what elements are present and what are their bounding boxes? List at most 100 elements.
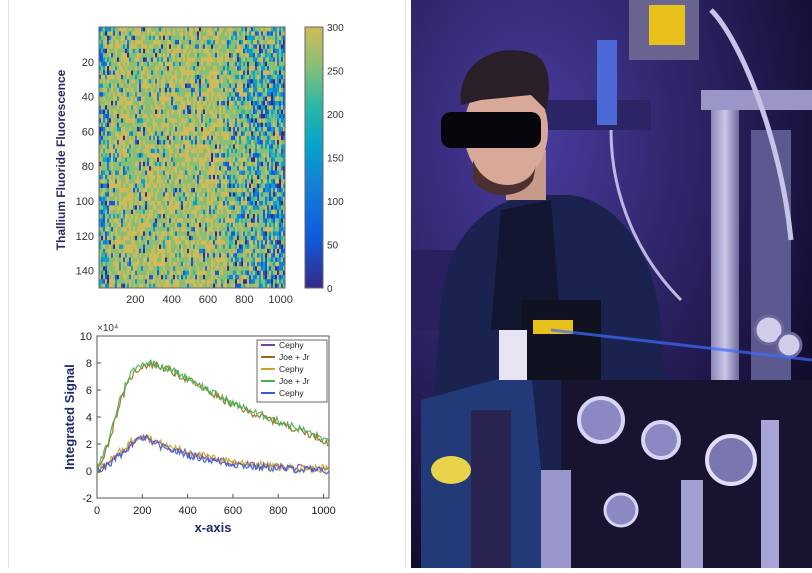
heatmap-cell	[155, 166, 158, 171]
heatmap-cell	[131, 114, 134, 119]
heatmap-cell	[159, 270, 162, 276]
heatmap-cell	[181, 161, 184, 167]
heatmap-cell	[225, 231, 228, 237]
heatmap-cell	[235, 253, 238, 258]
heatmap-cell	[217, 266, 220, 271]
heatmap-cell	[233, 122, 236, 128]
heatmap-cell	[253, 83, 256, 89]
heatmap-cell	[107, 235, 110, 241]
heatmap-cell	[233, 240, 236, 245]
heatmap-cell	[227, 35, 230, 41]
heatmap-cell	[229, 66, 232, 71]
heatmap-cell	[223, 279, 226, 285]
heatmap-cell	[227, 48, 230, 54]
heatmap-cell	[163, 270, 166, 276]
heatmap-cell	[237, 227, 240, 232]
heatmap-cell	[163, 27, 166, 32]
heatmap-cell	[177, 74, 180, 80]
heatmap-cell	[113, 274, 116, 280]
heatmap-cell	[259, 131, 262, 137]
heatmap-cell	[121, 283, 124, 289]
heatmap-cell	[255, 196, 258, 202]
heatmap-cell	[103, 157, 106, 163]
heatmap-cell	[137, 261, 140, 267]
heatmap-cell	[221, 274, 224, 280]
heatmap-cell	[249, 183, 252, 189]
heatmap-cell	[233, 127, 236, 132]
heatmap-cell	[133, 196, 136, 202]
heatmap-cell	[183, 183, 186, 189]
heatmap-cell	[225, 166, 228, 171]
heatmap-cell	[183, 227, 186, 232]
heatmap-cell	[217, 114, 220, 119]
heatmap-cell	[229, 231, 232, 237]
heatmap-cell	[185, 92, 188, 97]
heatmap-cell	[227, 79, 230, 84]
heatmap-cell	[175, 100, 178, 106]
heatmap-cell	[241, 244, 244, 250]
heatmap-cell	[199, 274, 202, 280]
heatmap-cell	[199, 140, 202, 145]
heatmap-cell	[251, 261, 254, 267]
heatmap-cell	[101, 279, 104, 285]
heatmap-cell	[157, 179, 160, 184]
heatmap-cell	[221, 35, 224, 41]
heatmap-cell	[155, 66, 158, 71]
heatmap-cell	[205, 109, 208, 115]
heatmap-cell	[245, 227, 248, 232]
heatmap-cell	[243, 257, 246, 263]
heatmap-cell	[245, 48, 248, 54]
heatmap-cell	[141, 231, 144, 237]
heatmap-cell	[113, 196, 116, 202]
heatmap-cell	[117, 270, 120, 276]
heatmap-cell	[191, 92, 194, 97]
heatmap-cell	[115, 170, 118, 176]
heatmap-cell	[225, 53, 228, 58]
heatmap-cell	[145, 48, 148, 54]
heatmap-cell	[195, 127, 198, 132]
heatmap-cell	[101, 257, 104, 263]
heatmap-cell	[197, 231, 200, 237]
heatmap-cell	[251, 205, 254, 211]
heatmap-cell	[247, 270, 250, 276]
heatmap-cell	[179, 140, 182, 145]
heatmap-cell	[99, 135, 102, 141]
heatmap-cell	[225, 148, 228, 154]
heatmap-cell	[247, 209, 250, 215]
heatmap-cell	[143, 179, 146, 184]
heatmap-cell	[185, 209, 188, 215]
heatmap-cell	[105, 214, 108, 219]
heatmap-cell	[155, 196, 158, 202]
heatmap-cell	[235, 105, 238, 111]
heatmap-cell	[263, 131, 266, 137]
heatmap-cell	[263, 40, 266, 45]
heatmap-cell	[195, 57, 198, 63]
heatmap-cell	[233, 214, 236, 219]
heatmap-cell	[261, 196, 264, 202]
heatmap-cell	[221, 148, 224, 154]
heatmap-cell	[175, 109, 178, 115]
heatmap-cell	[231, 131, 234, 137]
heatmap-cell	[209, 166, 212, 171]
heatmap-cell	[221, 140, 224, 145]
heatmap-cell	[175, 114, 178, 119]
heatmap-cell	[137, 131, 140, 137]
heatmap-cell	[193, 209, 196, 215]
heatmap-cell	[119, 100, 122, 106]
heatmap-cell	[261, 261, 264, 267]
heatmap-cell	[111, 70, 114, 76]
heatmap-cell	[133, 122, 136, 128]
heatmap-cell	[217, 196, 220, 202]
heatmap-cell	[103, 235, 106, 241]
heatmap-cell	[245, 66, 248, 71]
heatmap-cell	[159, 140, 162, 145]
heatmap-cell	[167, 144, 170, 150]
heatmap-cell	[179, 70, 182, 76]
heatmap-cell	[173, 131, 176, 137]
heatmap-cell	[157, 153, 160, 158]
heatmap-cell	[167, 235, 170, 241]
heatmap-cell	[215, 44, 218, 50]
heatmap-cell	[265, 87, 268, 93]
heatmap-cell	[247, 227, 250, 232]
heatmap-cell	[169, 135, 172, 141]
